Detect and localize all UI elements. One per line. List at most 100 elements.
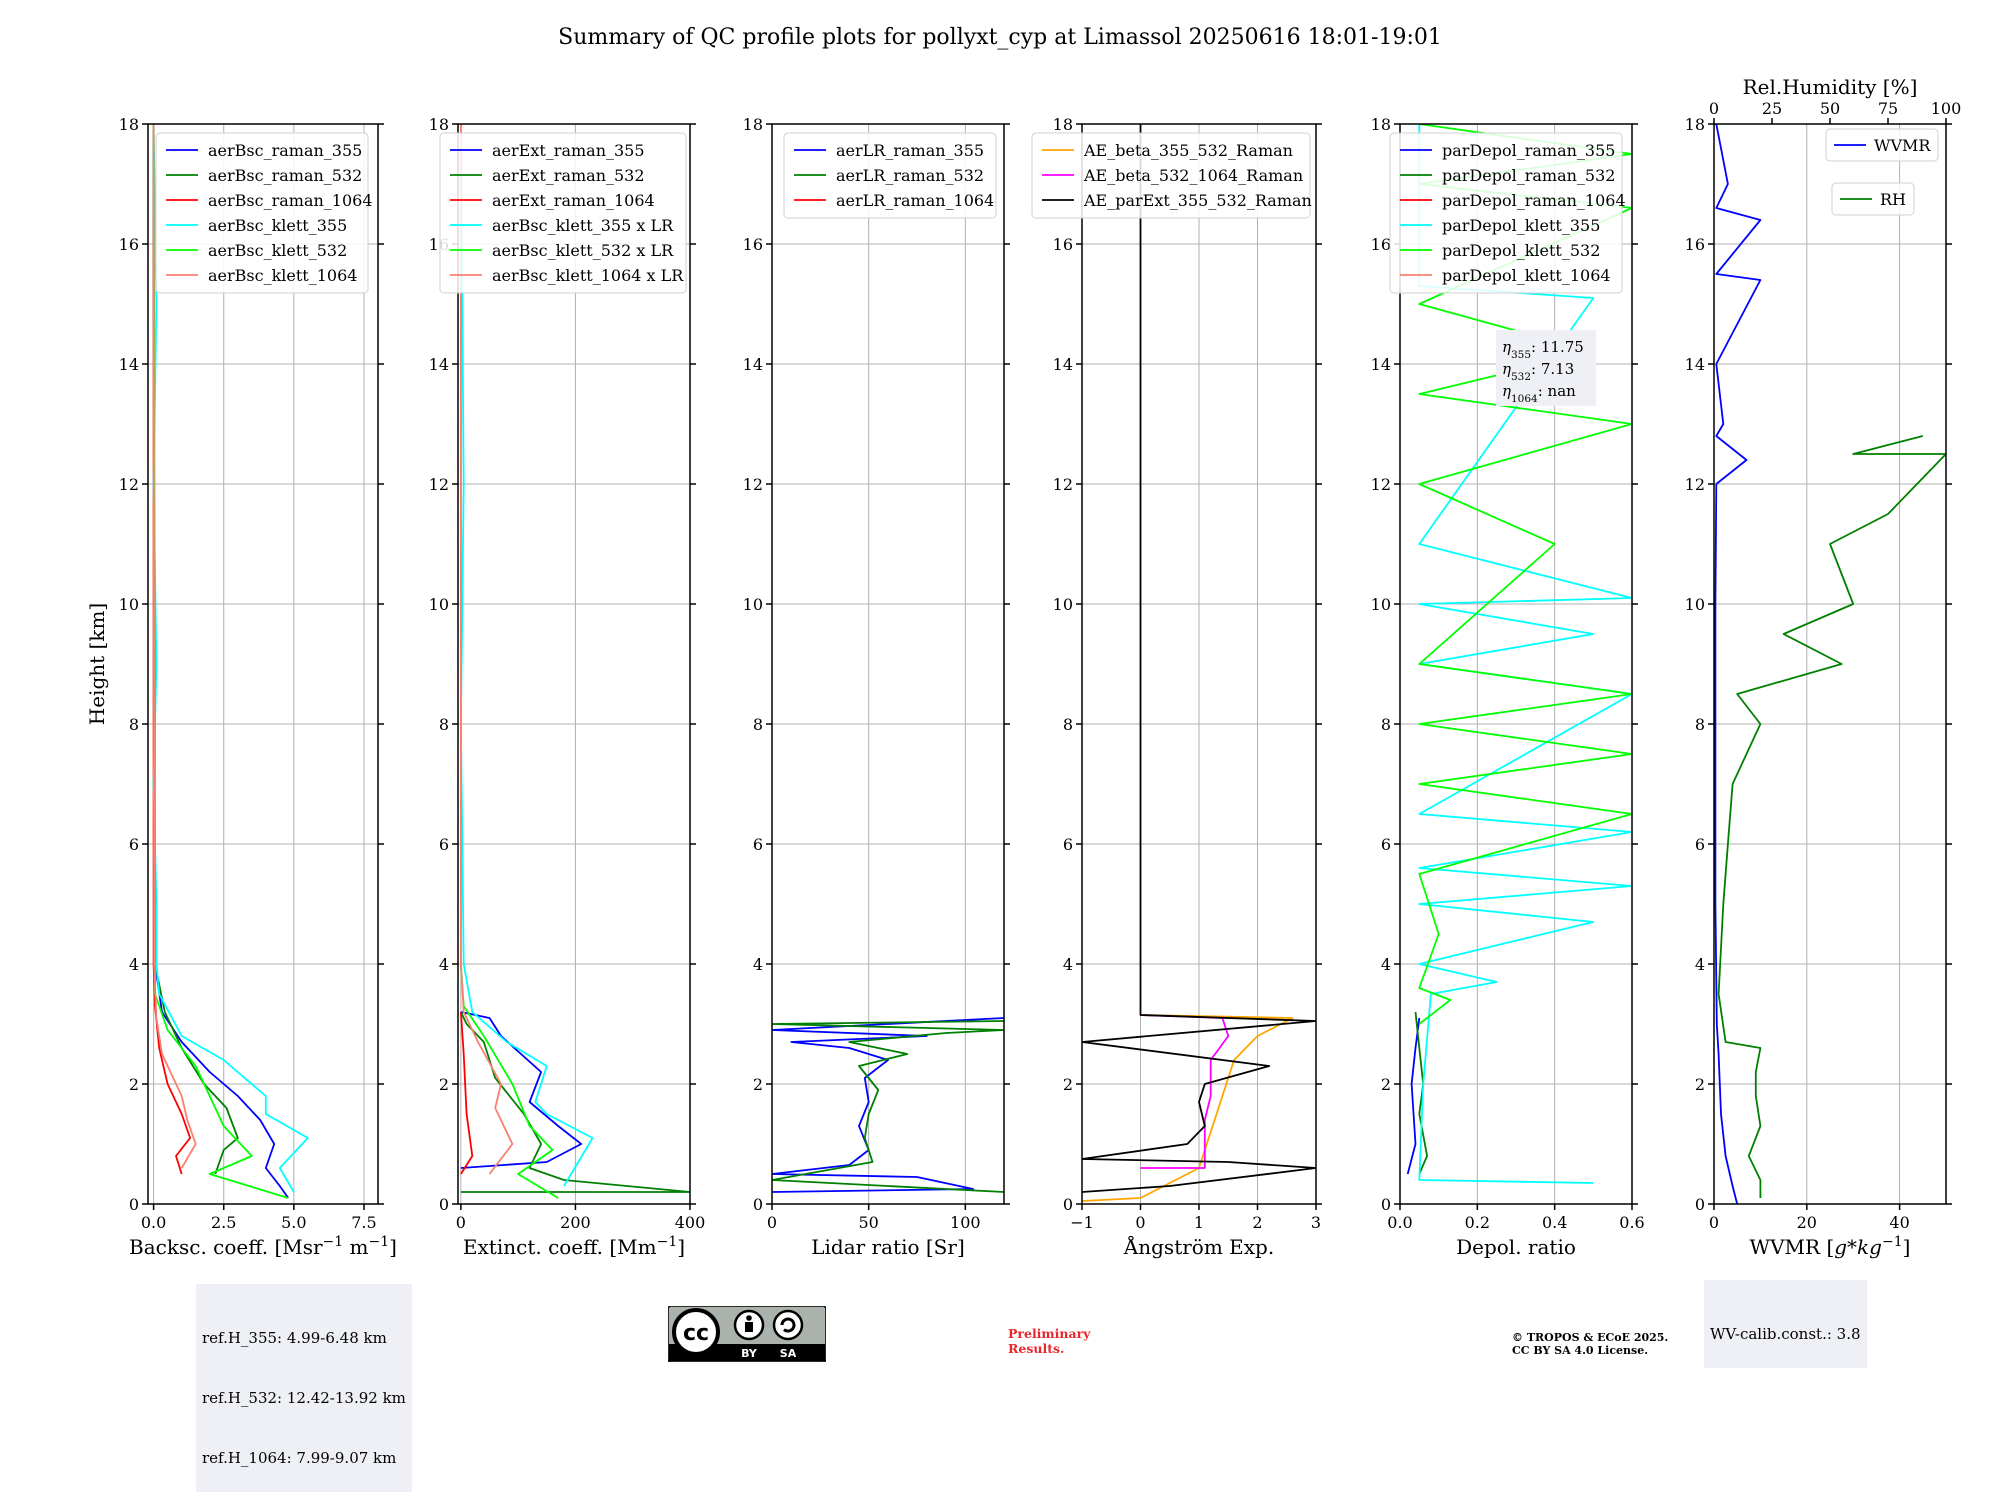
y-axis-label: Height [km] [85, 603, 109, 725]
legend-label: AE_beta_532_1064_Raman [1083, 166, 1303, 185]
legend-label: parDepol_klett_532 [1442, 241, 1600, 260]
x-tick-label: −1 [1070, 1213, 1094, 1232]
top-x-axis-label: Rel.Humidity [%] [1743, 75, 1918, 99]
svg-text:SA: SA [780, 1347, 797, 1360]
axes-frame [457, 123, 691, 1205]
y-tick-label: 2 [753, 1075, 763, 1094]
y-tick-label: 6 [1695, 835, 1705, 854]
axes-frame [1713, 123, 1947, 1205]
y-tick-label: 16 [1685, 235, 1705, 254]
legend-label: aerBsc_raman_1064 [208, 191, 373, 210]
panel-depol: 0 2 4 6 8 10 12 14 16 18 0.0 0.2 0.4 0.6 Depol. ratio p… [1371, 115, 1645, 1259]
x-tick-label: 100 [950, 1213, 981, 1232]
series-aerBsc_klett_1064 [152, 124, 197, 1169]
legend-label: aerBsc_raman_355 [208, 141, 362, 160]
y-tick-label: 16 [1371, 235, 1391, 254]
series-parDepol_raman_355 [1406, 1017, 1421, 1175]
y-tick-label: 0 [129, 1195, 139, 1214]
y-tick-label: 2 [129, 1075, 139, 1094]
legend-label: RH [1880, 190, 1906, 209]
legend-label: parDepol_klett_1064 [1442, 266, 1611, 285]
y-tick-label: 18 [1053, 115, 1073, 134]
y-tick-label: 16 [119, 235, 139, 254]
y-tick-label: 2 [1063, 1075, 1073, 1094]
legend-label: aerBsc_klett_355 x LR [492, 216, 674, 235]
legend-ae: AE_beta_355_532_Raman AE_beta_532_1064_Ra… [1031, 132, 1312, 219]
x-tick-label: 0 [456, 1213, 466, 1232]
y-tick-label: 16 [1053, 235, 1073, 254]
legend-label: aerBsc_klett_1064 [208, 266, 357, 285]
y-tick-label: 12 [1053, 475, 1073, 494]
top-x-tick-label: 50 [1820, 99, 1840, 118]
y-tick-label: 4 [1063, 955, 1073, 974]
series-aerLR_raman_355 [772, 1017, 1004, 1193]
series-aerBsc_klett_1064 x LR [460, 124, 514, 1175]
y-tick-label: 4 [1381, 955, 1391, 974]
x-tick-label: 0.0 [141, 1213, 166, 1232]
x-axis-label: WVMR [g*kg−1] [1750, 1234, 1911, 1259]
y-tick-label: 0 [1381, 1195, 1391, 1214]
series-aerExt_raman_1064 [460, 1011, 474, 1175]
series-aerExt_raman_355 [460, 1011, 583, 1169]
series-aerBsc_klett_355 x LR [460, 124, 594, 1187]
wv-calibration-constant: WV-calib.const.: 3.8 [1710, 1325, 1861, 1343]
x-tick-label: 5.0 [281, 1213, 306, 1232]
x-axis-label: Depol. ratio [1456, 1235, 1576, 1259]
y-tick-label: 8 [129, 715, 139, 734]
y-tick-label: 6 [439, 835, 449, 854]
series-parDepol_raman_532 [1414, 1011, 1428, 1175]
series-WVMR [1714, 124, 1762, 1204]
annotation-line: η1064: nan [1502, 382, 1576, 405]
ref-height-532: ref.H_532: 12.42-13.92 km [202, 1389, 406, 1407]
y-tick-label: 2 [1695, 1075, 1705, 1094]
legend-label: parDepol_raman_355 [1442, 141, 1615, 160]
x-axis-label: Lidar ratio [Sr] [811, 1235, 965, 1259]
series-aerLR_raman_532 [772, 1020, 1004, 1193]
y-tick-label: 4 [1695, 955, 1705, 974]
x-tick-label: 2.5 [211, 1213, 236, 1232]
y-tick-label: 8 [1063, 715, 1073, 734]
x-tick-label: 50 [858, 1213, 878, 1232]
legend-label: aerBsc_klett_1064 x LR [492, 266, 684, 285]
axes-frame [1399, 123, 1633, 1205]
y-tick-label: 10 [429, 595, 449, 614]
x-tick-label: 0.4 [1542, 1213, 1567, 1232]
annotation-line: η532: 7.13 [1502, 360, 1574, 383]
legend-label: aerLR_raman_355 [836, 141, 984, 160]
x-tick-label: 0 [1135, 1213, 1145, 1232]
y-tick-label: 4 [753, 955, 763, 974]
legend-label: aerBsc_raman_532 [208, 166, 362, 185]
ref-height-1064: ref.H_1064: 7.99-9.07 km [202, 1449, 397, 1467]
y-tick-label: 18 [1685, 115, 1705, 134]
wv-calibration-box: WV-calib.const.: 3.8 [1704, 1280, 1867, 1368]
y-tick-label: 6 [1063, 835, 1073, 854]
y-tick-label: 12 [429, 475, 449, 494]
x-tick-label: 40 [1889, 1213, 1909, 1232]
y-tick-label: 4 [439, 955, 449, 974]
y-tick-label: 8 [1695, 715, 1705, 734]
preliminary-results-note: Preliminary Results. [1008, 1326, 1091, 1356]
svg-text:BY: BY [741, 1347, 758, 1360]
legend-label: aerExt_raman_355 [492, 141, 645, 160]
y-tick-label: 0 [439, 1195, 449, 1214]
y-tick-label: 14 [1685, 355, 1705, 374]
legend-label: AE_beta_355_532_Raman [1083, 141, 1293, 160]
legend-label: aerBsc_klett_355 [208, 216, 347, 235]
legend-label: parDepol_raman_532 [1442, 166, 1615, 185]
y-tick-label: 2 [1381, 1075, 1391, 1094]
series-AE_beta_532_1064_Raman [1140, 1014, 1230, 1169]
y-tick-label: 10 [743, 595, 763, 614]
y-tick-label: 12 [1685, 475, 1705, 494]
y-tick-label: 2 [439, 1075, 449, 1094]
x-tick-label: 0.2 [1465, 1213, 1490, 1232]
y-tick-label: 10 [1371, 595, 1391, 614]
y-tick-label: 6 [753, 835, 763, 854]
ref-height-355: ref.H_355: 4.99-6.48 km [202, 1329, 387, 1347]
x-tick-label: 7.5 [351, 1213, 376, 1232]
y-tick-label: 14 [743, 355, 763, 374]
y-tick-label: 18 [429, 115, 449, 134]
x-tick-label: 0 [767, 1213, 777, 1232]
legend-bsc: aerBsc_raman_355 aerBsc_raman_532 aerBsc_r… [155, 132, 373, 294]
copyright-note: © TROPOS & ECoE 2025. CC BY SA 4.0 Licen… [1512, 1331, 1669, 1357]
top-x-tick-label: 75 [1878, 99, 1898, 118]
